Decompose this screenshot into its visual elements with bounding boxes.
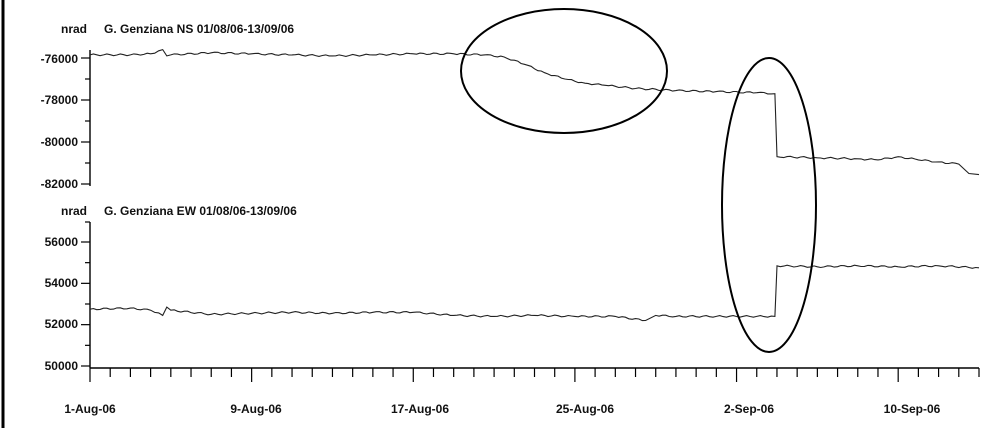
xtick-label: 25-Aug-06 bbox=[556, 402, 614, 416]
top-ytick-label: -76000 bbox=[41, 52, 79, 66]
bottom-title: G. Genziana EW 01/08/06-13/09/06 bbox=[104, 204, 297, 218]
annotation-ellipse-drift bbox=[460, 8, 668, 134]
bottom-ytick-label: 50000 bbox=[45, 359, 79, 373]
ew-series-line bbox=[89, 264, 980, 322]
bottom-ytick-label: 52000 bbox=[45, 317, 79, 331]
top-title: G. Genziana NS 01/08/06-13/09/06 bbox=[104, 22, 294, 36]
top-ylabel: nrad bbox=[61, 22, 87, 36]
chart-marks-group bbox=[81, 8, 980, 382]
annotation-ellipse-step bbox=[721, 57, 817, 353]
top-ytick-label: -78000 bbox=[41, 93, 79, 107]
top-ytick-label: -82000 bbox=[41, 177, 79, 191]
xtick-label: 1-Aug-06 bbox=[64, 402, 116, 416]
ns-series-line bbox=[89, 48, 980, 176]
bottom-ylabel: nrad bbox=[61, 204, 87, 218]
top-ytick-label: -80000 bbox=[41, 135, 79, 149]
bottom-ytick-label: 54000 bbox=[45, 276, 79, 290]
xtick-label: 17-Aug-06 bbox=[391, 402, 449, 416]
xtick-label: 9-Aug-06 bbox=[230, 402, 282, 416]
bottom-ytick-label: 56000 bbox=[45, 235, 79, 249]
xtick-label: 10-Sep-06 bbox=[884, 402, 941, 416]
xtick-label: 2-Sep-06 bbox=[724, 402, 774, 416]
